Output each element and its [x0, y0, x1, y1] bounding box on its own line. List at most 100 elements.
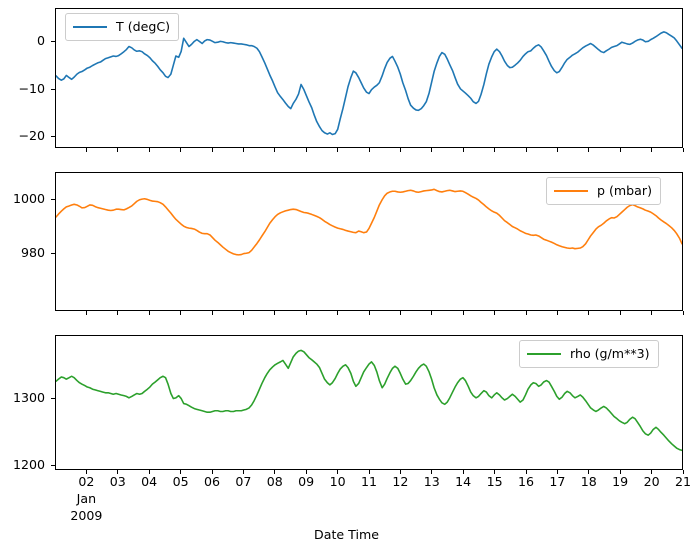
xtick-mark-21: [682, 148, 684, 152]
ytick-mark-t-minus20: [51, 135, 55, 137]
ytick-label-t-minus10: −10: [18, 81, 45, 96]
legend-label-density: rho (g/m**3): [570, 346, 650, 361]
xtick-label-03: 03: [109, 474, 126, 489]
xtick-label-18: 18: [580, 474, 597, 489]
legend-density: rho (g/m**3): [519, 340, 659, 368]
xtick-mark-16: [525, 311, 527, 315]
xtick-mark-15: [494, 311, 496, 315]
xtick-label-08: 08: [266, 474, 283, 489]
xtick-mark-11: [368, 148, 370, 152]
xtick-mark-19: [619, 148, 621, 152]
xtick-mark-10: [337, 470, 339, 474]
xtick-sublabel-month: Jan: [76, 491, 97, 506]
xtick-sublabel-year: 2009: [70, 508, 103, 523]
xtick-mark-20: [651, 470, 653, 474]
ytick-mark-t-0: [51, 40, 55, 42]
xtick-mark-02: [85, 148, 87, 152]
xtick-mark-14: [462, 148, 464, 152]
xtick-mark-07: [242, 311, 244, 315]
ytick-label-p-1000: 1000: [12, 191, 45, 206]
xtick-mark-21: [682, 311, 684, 315]
xtick-mark-06: [211, 311, 213, 315]
ytick-mark-p-980: [51, 252, 55, 254]
xtick-mark-09: [305, 148, 307, 152]
xtick-mark-11: [368, 311, 370, 315]
xtick-mark-03: [117, 311, 119, 315]
xtick-mark-13: [431, 311, 433, 315]
xtick-mark-02: [85, 311, 87, 315]
xtick-label-14: 14: [455, 474, 472, 489]
xtick-label-21: 21: [674, 474, 692, 489]
xtick-mark-09: [305, 470, 307, 474]
xtick-mark-02: [85, 470, 87, 474]
xtick-mark-18: [588, 148, 590, 152]
xtick-mark-14: [462, 470, 464, 474]
xtick-mark-20: [651, 148, 653, 152]
xtick-mark-06: [211, 470, 213, 474]
ytick-label-rho-1200: 1200: [12, 457, 45, 472]
xtick-mark-19: [619, 470, 621, 474]
legend-temperature: T (degC): [65, 13, 180, 41]
xtick-mark-08: [274, 311, 276, 315]
xtick-label-05: 05: [172, 474, 189, 489]
xtick-label-07: 07: [235, 474, 252, 489]
ytick-label-t-0: 0: [36, 33, 45, 48]
legend-line-swatch-pressure: [554, 190, 588, 192]
xtick-label-13: 13: [423, 474, 440, 489]
density-plot-area: [56, 349, 682, 452]
xtick-label-06: 06: [203, 474, 221, 489]
panel-pressure: [55, 172, 683, 311]
xtick-mark-14: [462, 311, 464, 315]
xtick-label-19: 19: [612, 474, 629, 489]
xtick-mark-05: [180, 148, 182, 152]
xtick-mark-10: [337, 311, 339, 315]
xtick-mark-05: [180, 470, 182, 474]
legend-pressure: p (mbar): [546, 177, 661, 205]
xtick-mark-07: [242, 470, 244, 474]
xtick-mark-04: [148, 311, 150, 315]
xtick-mark-17: [556, 148, 558, 152]
xtick-mark-17: [556, 311, 558, 315]
xtick-mark-16: [525, 470, 527, 474]
xtick-mark-07: [242, 148, 244, 152]
xtick-mark-05: [180, 311, 182, 315]
x-axis-title: Date Time: [314, 527, 379, 542]
xtick-mark-20: [651, 311, 653, 315]
xtick-mark-06: [211, 148, 213, 152]
xtick-label-16: 16: [517, 474, 535, 489]
xtick-mark-11: [368, 470, 370, 474]
ytick-mark-rho-1200: [51, 464, 55, 466]
pressure-plot-area: [56, 188, 682, 256]
xtick-mark-16: [525, 148, 527, 152]
ytick-label-p-980: 980: [20, 245, 45, 260]
legend-label-pressure: p (mbar): [597, 183, 652, 198]
xtick-label-20: 20: [643, 474, 660, 489]
xtick-label-17: 17: [549, 474, 566, 489]
ytick-label-rho-1300: 1300: [12, 390, 45, 405]
xtick-mark-08: [274, 470, 276, 474]
legend-label-temperature: T (degC): [116, 19, 171, 34]
xtick-mark-18: [588, 311, 590, 315]
xtick-mark-13: [431, 148, 433, 152]
ytick-mark-rho-1300: [51, 397, 55, 399]
xtick-mark-03: [117, 470, 119, 474]
xtick-mark-03: [117, 148, 119, 152]
xtick-label-11: 11: [360, 474, 378, 489]
ytick-mark-t-minus10: [51, 88, 55, 90]
xtick-mark-18: [588, 470, 590, 474]
xtick-mark-10: [337, 148, 339, 152]
xtick-mark-12: [399, 148, 401, 152]
xtick-mark-13: [431, 470, 433, 474]
xtick-label-09: 09: [298, 474, 315, 489]
xtick-mark-19: [619, 311, 621, 315]
xtick-label-02: 02: [78, 474, 95, 489]
xtick-mark-08: [274, 148, 276, 152]
legend-line-swatch-density: [527, 353, 561, 355]
xtick-label-12: 12: [392, 474, 409, 489]
xtick-mark-21: [682, 470, 684, 474]
xtick-mark-12: [399, 311, 401, 315]
xtick-label-15: 15: [486, 474, 503, 489]
xtick-mark-12: [399, 470, 401, 474]
xtick-mark-15: [494, 148, 496, 152]
